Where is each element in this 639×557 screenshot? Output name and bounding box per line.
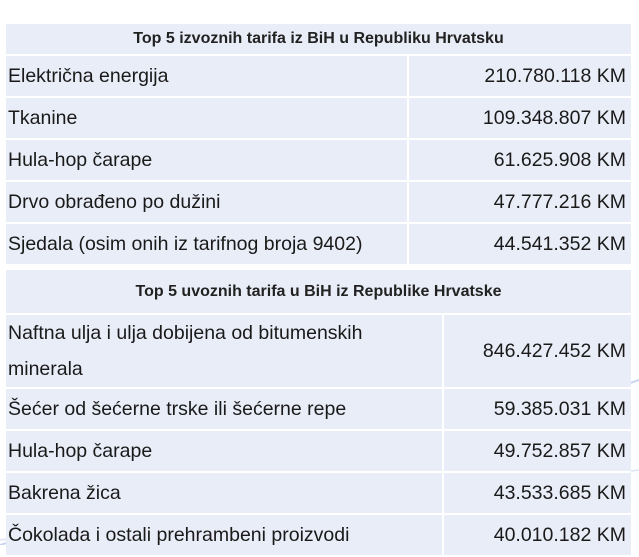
- tariff-name: Tkanine: [6, 97, 409, 140]
- tariff-value: 44.541.352 KM: [408, 223, 632, 266]
- tariff-name: Naftna ulja i ulja dobijena od bitumensk…: [6, 314, 444, 389]
- tariff-name: Bakrena žica: [6, 472, 444, 515]
- tariff-value: 59.385.031 KM: [443, 388, 631, 431]
- tariff-name: Sjedala (osim onih iz tarifnog broja 940…: [6, 223, 409, 266]
- import-tariffs-table: Top 5 uvoznih tarifa u BiH iz Republike …: [6, 270, 631, 557]
- tariff-name: Hula-hop čarape: [6, 139, 409, 182]
- tariff-name: Šećer od šećerne trske ili šećerne repe: [6, 388, 444, 431]
- tariff-value: 47.777.216 KM: [408, 181, 632, 224]
- tariff-name: Drvo obrađeno po dužini: [6, 181, 409, 224]
- import-table-header-row: Top 5 uvoznih tarifa u BiH iz Republike …: [6, 270, 631, 315]
- tariff-value: 49.752.857 KM: [443, 430, 631, 473]
- tariff-name: Hula-hop čarape: [6, 430, 444, 473]
- table-row: Električna energija 210.780.118 KM: [6, 55, 632, 98]
- tariff-name: Čokolada i ostali prehrambeni proizvodi: [6, 514, 444, 557]
- table-row: Bakrena žica 43.533.685 KM: [6, 472, 631, 515]
- export-table-title: Top 5 izvoznih tarifa iz BiH u Republiku…: [6, 24, 632, 56]
- tariff-value: 61.625.908 KM: [408, 139, 632, 182]
- export-table-header-row: Top 5 izvoznih tarifa iz BiH u Republiku…: [6, 24, 632, 56]
- table-row: Hula-hop čarape 61.625.908 KM: [6, 139, 632, 182]
- table-row: Sjedala (osim onih iz tarifnog broja 940…: [6, 223, 632, 266]
- tariff-value: 43.533.685 KM: [443, 472, 631, 515]
- table-row: Čokolada i ostali prehrambeni proizvodi …: [6, 514, 631, 557]
- tariff-value: 109.348.807 KM: [408, 97, 632, 140]
- export-tariffs-table: Top 5 izvoznih tarifa iz BiH u Republiku…: [6, 24, 632, 266]
- table-row: Naftna ulja i ulja dobijena od bitumensk…: [6, 314, 631, 389]
- tariff-value: 210.780.118 KM: [408, 55, 632, 98]
- tariff-value: 40.010.182 KM: [443, 514, 631, 557]
- import-table-title: Top 5 uvoznih tarifa u BiH iz Republike …: [6, 270, 631, 315]
- table-row: Hula-hop čarape 49.752.857 KM: [6, 430, 631, 473]
- tariff-name: Električna energija: [6, 55, 409, 98]
- table-row: Šećer od šećerne trske ili šećerne repe …: [6, 388, 631, 431]
- tariff-value: 846.427.452 KM: [443, 314, 631, 389]
- table-row: Tkanine 109.348.807 KM: [6, 97, 632, 140]
- table-row: Drvo obrađeno po dužini 47.777.216 KM: [6, 181, 632, 224]
